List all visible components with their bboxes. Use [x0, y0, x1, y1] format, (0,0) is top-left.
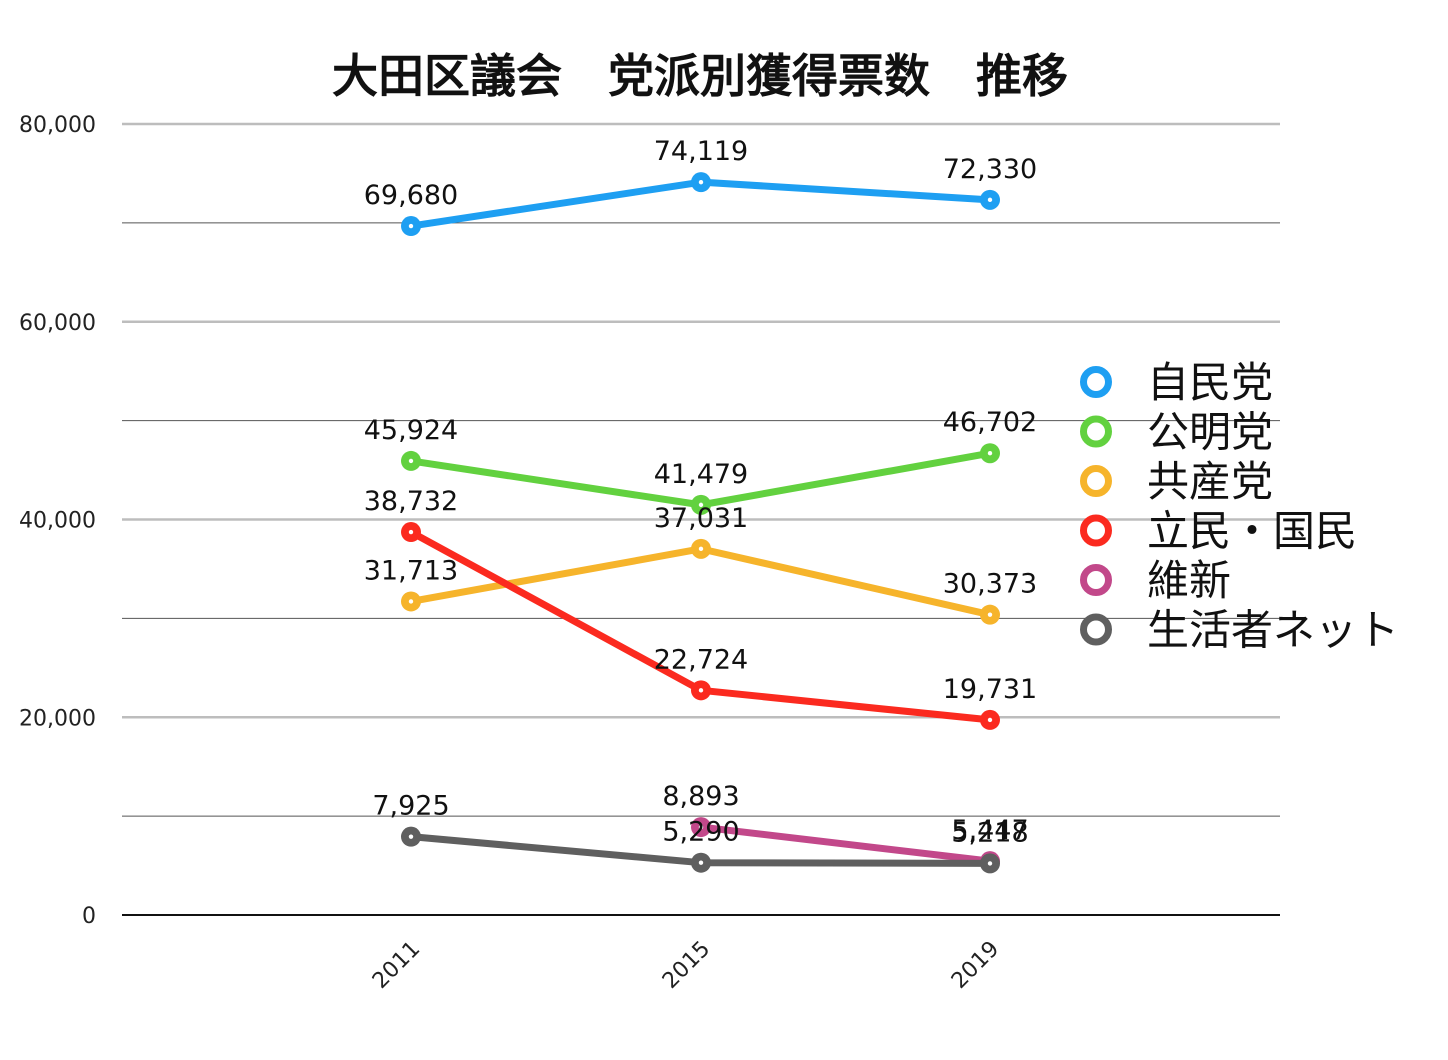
y-axis: 0 20,000 40,000 60,000 80,000 [19, 113, 96, 929]
data-label: 41,479 [654, 459, 748, 490]
data-point-center [698, 179, 704, 185]
legend-marker [1080, 514, 1112, 547]
data-label: 37,031 [654, 503, 748, 534]
legend-label: 維新 [1147, 556, 1231, 605]
data-label: 46,702 [943, 407, 1037, 438]
legend-marker [1080, 366, 1112, 398]
data-point-center [987, 861, 993, 866]
data-label: 31,713 [364, 555, 458, 586]
series-1 [401, 443, 1000, 515]
data-label: 72,330 [943, 154, 1037, 185]
data-point-center [408, 599, 414, 604]
series-0 [401, 172, 1000, 237]
data-label: 69,680 [364, 180, 458, 211]
y-tick-label: 40,000 [19, 509, 96, 534]
series-2 [401, 538, 1000, 625]
data-point-center [698, 688, 704, 693]
series-5 [401, 826, 1000, 874]
legend-marker [1080, 564, 1112, 596]
data-point-center [987, 197, 993, 203]
legend-marker [1080, 613, 1112, 646]
data-point-center [698, 502, 704, 508]
series-3 [401, 522, 1000, 730]
legend-label: 公明党 [1147, 408, 1273, 457]
data-label: 74,119 [654, 136, 748, 167]
gridlines [122, 122, 1280, 916]
data-point-center [698, 860, 704, 865]
data-label: 45,924 [364, 415, 458, 446]
data-point-center [698, 546, 704, 552]
data-label: 8,893 [662, 781, 739, 812]
data-point-center [408, 458, 414, 464]
series-lines [401, 172, 1000, 874]
chart-title: 大田区議会 党派別獲得票数 推移 [332, 49, 1068, 103]
legend-marker [1080, 465, 1112, 497]
y-tick-label: 20,000 [19, 706, 96, 731]
legend-label: 自民党 [1147, 358, 1273, 407]
data-point-center [408, 834, 414, 839]
data-point-center [698, 824, 704, 830]
x-tick-label: 2011 [368, 937, 425, 994]
data-label: 19,731 [943, 674, 1037, 705]
data-label: 38,732 [364, 486, 458, 517]
data-point-center [408, 223, 414, 229]
legend-marker [1080, 415, 1112, 448]
y-tick-label: 0 [82, 904, 96, 929]
legend-label: 立民・国民 [1147, 507, 1357, 556]
data-point-center [987, 612, 993, 617]
legend-label: 共産党 [1147, 457, 1273, 506]
data-label: 7,925 [372, 791, 449, 822]
data-labels: 69,680 74,119 72,330 45,924 41,479 46,702 31,7… [364, 136, 1037, 848]
data-point-center [408, 529, 414, 535]
data-label: 5,447 [951, 815, 1028, 846]
data-label: 22,724 [654, 644, 748, 675]
x-tick-label: 2019 [947, 937, 1004, 994]
data-label: 30,373 [943, 569, 1037, 600]
x-tick-label: 2015 [658, 937, 715, 994]
data-label: 5,218 [951, 817, 1028, 848]
legend-label: 生活者ネット [1147, 606, 1399, 655]
series-line [697, 823, 994, 865]
y-tick-label: 60,000 [19, 311, 96, 336]
data-label: 5,290 [662, 817, 739, 848]
data-point-center [987, 717, 993, 723]
data-point-center [987, 451, 993, 456]
x-axis: 2011 2015 2019 [368, 937, 1004, 994]
y-tick-label: 80,000 [19, 113, 96, 138]
